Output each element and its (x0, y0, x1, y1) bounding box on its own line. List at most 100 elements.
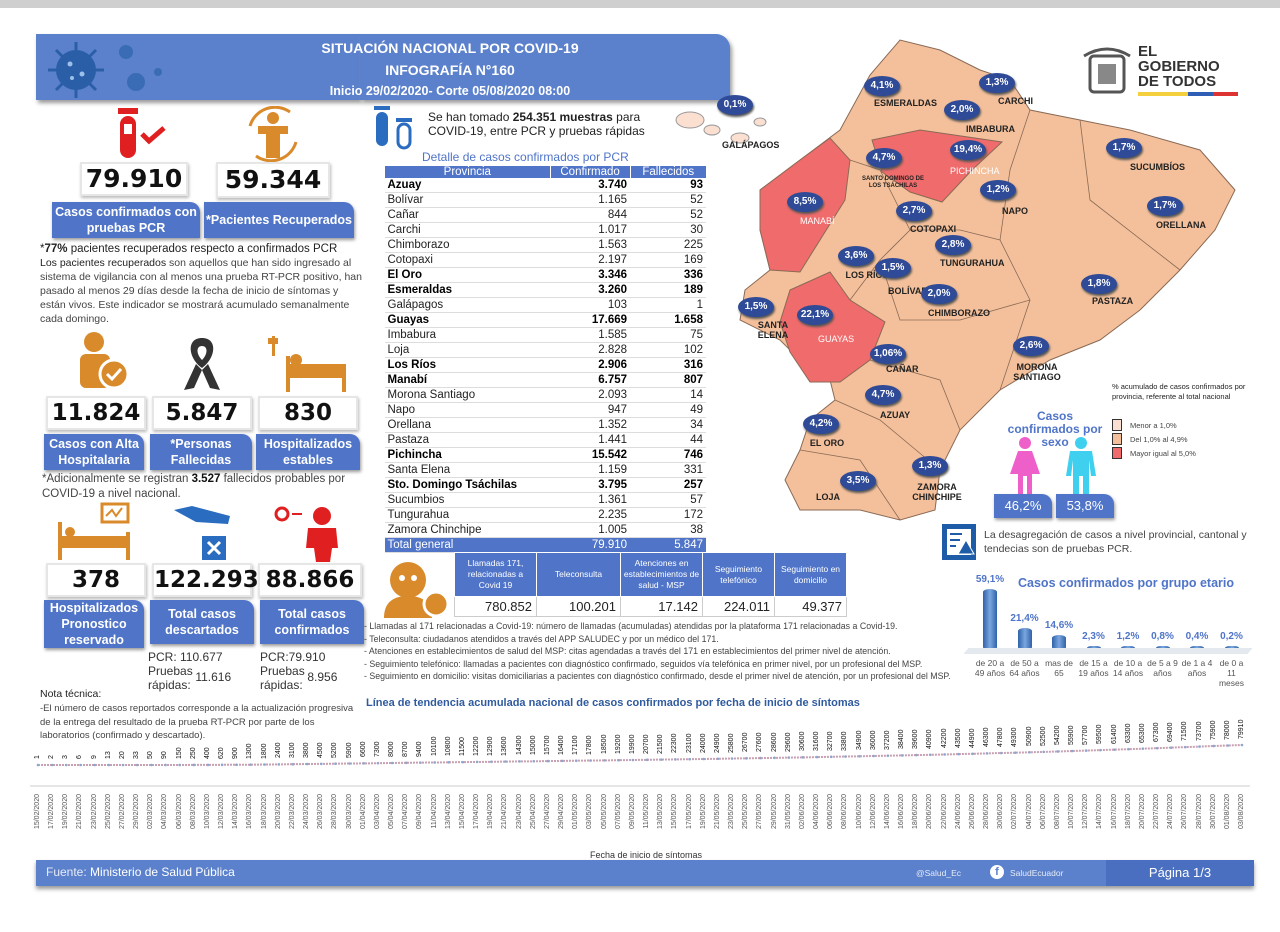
trend-point (659, 758, 663, 761)
trend-value-label: 9400 (416, 741, 424, 757)
province-label: SUCUMBÍOS (1130, 162, 1186, 172)
trend-value-label: 24900 (713, 733, 721, 753)
table-row: Pastaza 1.441 44 (384, 432, 706, 448)
trend-value-label: 71500 (1181, 721, 1189, 742)
trend-point (773, 756, 776, 760)
twitter-handle[interactable]: @Salud_Ec (916, 868, 962, 878)
trend-point (220, 763, 224, 767)
province-name: Orellana (384, 417, 551, 433)
province-label: CAÑAR (886, 364, 919, 374)
trend-date-tick: 11/04/2020 (430, 794, 438, 829)
trend-date-tick: 30/03/2020 (345, 794, 353, 830)
province-pct-badge: 1,7% (1147, 196, 1183, 216)
male-pct: 53,8% (1056, 494, 1114, 518)
province-label: NAPO (1002, 206, 1029, 216)
trend-date-tick: 02/06/2020 (798, 794, 806, 830)
trend-value-label: 20 (118, 751, 126, 759)
legend-swatch (1112, 433, 1122, 445)
trend-date-tick: 14/07/2020 (1096, 794, 1104, 830)
checklist-warning-icon (942, 524, 976, 560)
virus-icon (48, 42, 162, 98)
trend-value-label: 6600 (359, 741, 367, 758)
facebook-handle[interactable]: SaludEcuador (1010, 868, 1064, 878)
confirmed-detail: PCR:79.910 Pruebas rápidas: 8.956 (260, 650, 337, 692)
table-row: Pichincha 15.542 746 (384, 447, 706, 463)
page-indicator: Página 1/3 (1106, 860, 1254, 886)
trend-point (150, 763, 153, 767)
logo-line3: DE TODOS (1138, 73, 1217, 90)
pcr-table-title: Detalle de casos confirmados por PCR (422, 150, 629, 164)
trend-date-tick: 20/07/2020 (1138, 794, 1146, 830)
trend-value-label: 33800 (841, 731, 849, 751)
trend-value-label: 54200 (1053, 725, 1061, 746)
age-category: de 10 a 14 años (1112, 658, 1144, 678)
trend-date-tick: 22/06/2020 (940, 794, 948, 830)
deaths-count: 331 (630, 462, 706, 478)
trend-point (957, 752, 961, 756)
service-value: 780.852 (454, 596, 537, 617)
trend-point (829, 755, 833, 759)
trend-value-label: 5900 (345, 741, 353, 758)
samples-text: Se han tomado 254.351 muestras para COVI… (428, 110, 668, 138)
trend-value-label: 1300 (246, 743, 254, 759)
trend-date-tick: 06/07/2020 (1039, 794, 1047, 830)
province-pct-badge: 4,7% (865, 385, 901, 405)
trend-point (404, 761, 408, 765)
deaths-count: 44 (630, 432, 706, 448)
trend-point (631, 758, 635, 762)
trend-point (362, 762, 366, 765)
confirmed-count: 2.906 (550, 357, 631, 373)
trend-point (617, 758, 621, 762)
sample-tubes-icon (374, 106, 412, 150)
province-name: Zamora Chinchipe (384, 522, 551, 538)
trend-value-label: 620 (218, 747, 226, 759)
age-bar (1052, 634, 1066, 650)
trend-value-label: 20700 (643, 734, 651, 754)
trend-point (277, 763, 281, 766)
discarded-pcr-label: PCR: (148, 650, 177, 664)
male-icon (1066, 437, 1096, 494)
trend-value-label: 7300 (373, 741, 381, 758)
province-name: Loja (384, 342, 551, 358)
province-pct-badge: 1,06% (870, 344, 906, 364)
trend-value-label: 24000 (699, 733, 707, 753)
trend-chart-title: Línea de tendencia acumulada nacional de… (366, 697, 860, 709)
call-center-agent-icon (384, 562, 450, 618)
trend-point (334, 762, 337, 765)
confirmed-count: 1.005 (550, 522, 631, 538)
mourning-ribbon-icon (184, 338, 220, 390)
confirmed-pcr-detail-label: PCR: (260, 650, 289, 664)
trend-value-label: 27600 (756, 732, 764, 753)
discarded-rapid-value: 11.616 (195, 670, 232, 685)
page-title: SITUACIÓN NACIONAL POR COVID-19 (321, 40, 579, 56)
trend-date-tick: 08/06/2020 (841, 794, 849, 830)
trend-value-label: 15700 (543, 735, 551, 756)
hosp-stable-label: Hospitalizados estables (256, 434, 360, 470)
age-bar (1017, 627, 1032, 650)
trend-point (801, 756, 805, 759)
sex-title: Casos confirmados por sexo (1007, 409, 1103, 449)
trend-date-tick: 17/04/2020 (473, 794, 481, 830)
probable-deaths-note: *Adicionalmente se registran 3.527 falle… (42, 472, 364, 502)
trend-date-tick: 31/05/2020 (784, 794, 792, 830)
province-pct-badge: 3,5% (840, 471, 876, 491)
age-bar-label: 0,2% (1220, 631, 1243, 642)
trend-date-tick: 17/02/2020 (48, 794, 56, 830)
hosp-reserved-value: 378 (46, 563, 146, 597)
trend-point (461, 760, 465, 764)
discharged-patient-icon (80, 332, 130, 390)
trend-value-label: 47800 (997, 727, 1005, 748)
trend-value-label: 42200 (940, 728, 948, 749)
female-pct: 46,2% (994, 494, 1052, 518)
trend-value-label: 23100 (685, 733, 693, 754)
deaths-count: 38 (630, 522, 706, 538)
province-name: Bolívar (384, 192, 551, 208)
deaths-count: 172 (630, 507, 706, 523)
trend-value-label: 69400 (1167, 722, 1175, 742)
trend-value-label: 6 (76, 755, 84, 759)
trend-date-tick: 15/02/2020 (34, 794, 41, 830)
trend-date-tick: 04/07/2020 (1025, 794, 1033, 830)
trend-point (1127, 747, 1130, 751)
trend-date-tick: 19/02/2020 (62, 794, 70, 830)
hosp-stable-value: 830 (258, 396, 358, 430)
